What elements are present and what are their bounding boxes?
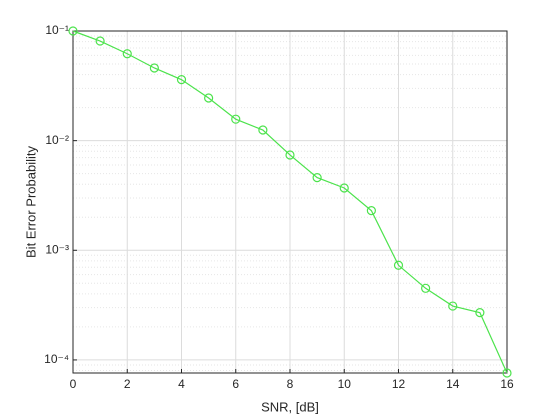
x-tick-label: 2: [124, 377, 131, 391]
data-marker: [421, 283, 431, 293]
data-marker: [393, 260, 404, 270]
plot-frame: [72, 30, 508, 374]
y-tick-label: 10⁻⁴: [44, 352, 69, 366]
data-marker: [339, 183, 349, 193]
x-tick-label: 4: [178, 377, 185, 391]
y-axis-label: Bit Error Probability: [23, 146, 38, 258]
data-marker: [502, 368, 512, 378]
data-marker: [95, 36, 105, 46]
y-tick-label: 10⁻³: [45, 242, 69, 256]
x-tick-label: 10: [338, 377, 352, 391]
data-marker: [204, 93, 214, 103]
x-tick-label: 14: [446, 377, 460, 391]
x-tick-label: 8: [287, 377, 294, 391]
data-marker: [231, 114, 241, 124]
data-marker: [312, 173, 322, 183]
data-marker: [149, 63, 159, 73]
data-line: [72, 30, 508, 374]
data-marker: [68, 26, 78, 36]
x-axis-label: SNR, [dB]: [261, 399, 319, 414]
data-marker: [448, 301, 458, 311]
data-marker: [285, 150, 295, 160]
y-tick-label: 10⁻¹: [45, 23, 69, 37]
data-marker: [475, 308, 485, 318]
data-marker: [176, 75, 187, 85]
x-tick-label: 16: [500, 377, 514, 391]
data-marker: [258, 125, 268, 135]
y-tick-label: 10⁻²: [45, 133, 69, 147]
data-marker: [366, 206, 376, 216]
data-marker: [122, 49, 132, 59]
x-tick-label: 12: [392, 377, 406, 391]
x-tick-label: 0: [70, 377, 77, 391]
x-tick-label: 6: [232, 377, 239, 391]
